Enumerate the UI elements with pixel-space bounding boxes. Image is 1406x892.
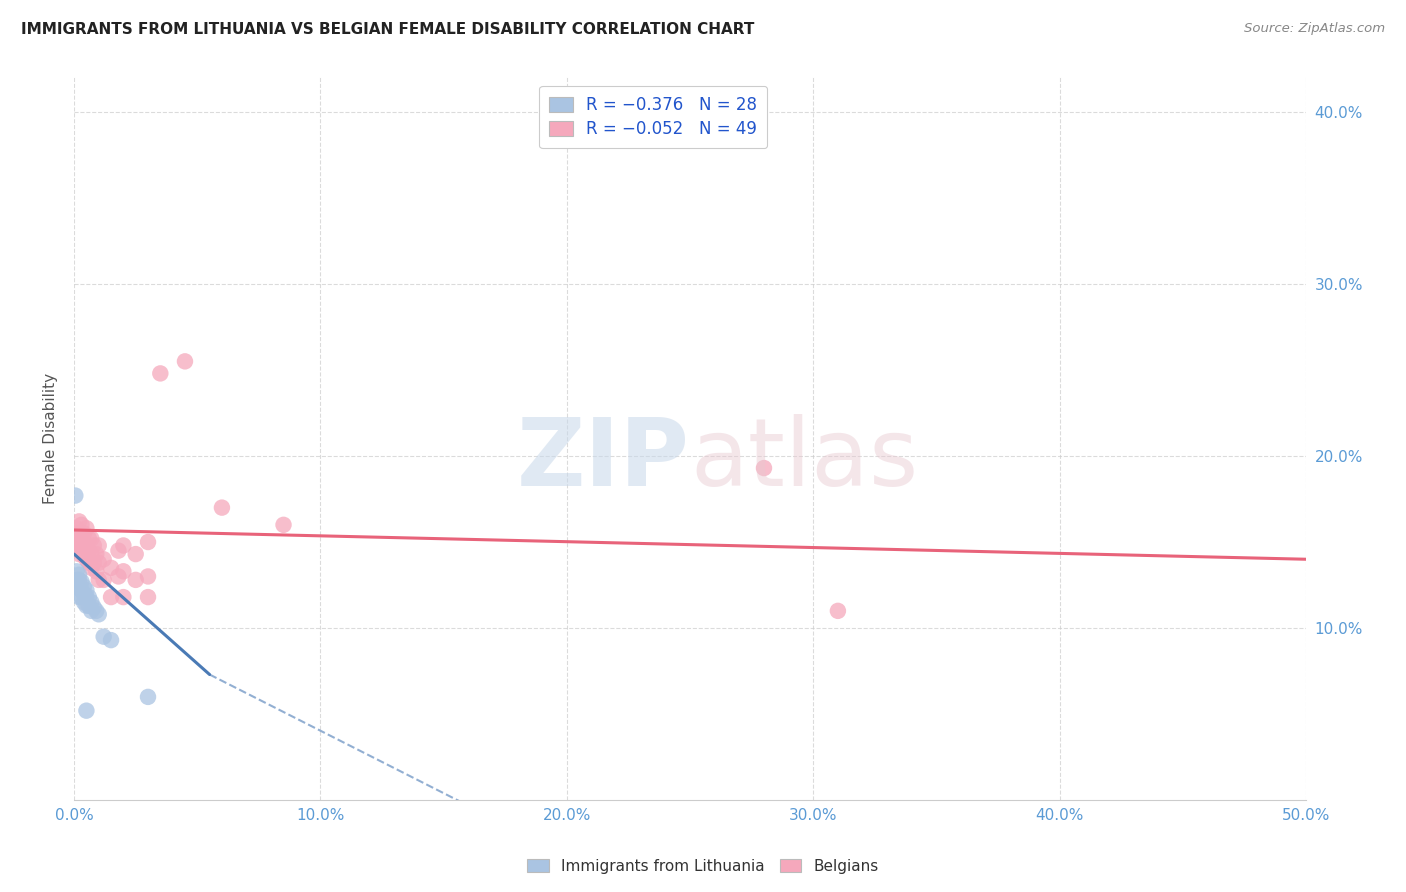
Point xyxy=(80,547,103,561)
Point xyxy=(67,547,90,561)
Point xyxy=(93,552,115,566)
Text: ZIP: ZIP xyxy=(517,415,690,507)
Point xyxy=(65,539,87,553)
Point xyxy=(827,604,849,618)
Point xyxy=(70,583,93,598)
Point xyxy=(83,539,105,553)
Y-axis label: Female Disability: Female Disability xyxy=(44,373,58,504)
Point xyxy=(84,604,107,618)
Point xyxy=(73,539,96,553)
Point xyxy=(73,587,96,601)
Legend: Immigrants from Lithuania, Belgians: Immigrants from Lithuania, Belgians xyxy=(522,853,884,880)
Point xyxy=(75,590,97,604)
Point xyxy=(87,607,110,622)
Text: atlas: atlas xyxy=(690,415,918,507)
Point xyxy=(80,532,103,546)
Point xyxy=(75,521,97,535)
Point xyxy=(75,583,97,598)
Point xyxy=(73,595,96,609)
Point xyxy=(174,354,197,368)
Point xyxy=(87,539,110,553)
Point xyxy=(752,461,775,475)
Point xyxy=(125,573,148,587)
Point xyxy=(75,704,97,718)
Point xyxy=(80,561,103,575)
Point xyxy=(100,633,122,648)
Point xyxy=(149,367,172,381)
Point xyxy=(112,590,135,604)
Point xyxy=(83,556,105,570)
Point xyxy=(84,547,107,561)
Point xyxy=(107,543,129,558)
Point xyxy=(136,690,159,704)
Point xyxy=(67,590,90,604)
Point xyxy=(70,539,93,553)
Point xyxy=(67,515,90,529)
Point xyxy=(73,580,96,594)
Point xyxy=(87,573,110,587)
Point xyxy=(70,574,93,589)
Point xyxy=(77,590,100,604)
Point xyxy=(83,600,105,615)
Point xyxy=(136,535,159,549)
Point xyxy=(80,604,103,618)
Point xyxy=(87,556,110,570)
Point xyxy=(70,517,93,532)
Point xyxy=(100,590,122,604)
Point xyxy=(93,630,115,644)
Point xyxy=(136,569,159,583)
Point xyxy=(67,567,90,582)
Point xyxy=(112,539,135,553)
Point xyxy=(65,580,87,594)
Point xyxy=(77,532,100,546)
Point xyxy=(75,599,97,613)
Text: Source: ZipAtlas.com: Source: ZipAtlas.com xyxy=(1244,22,1385,36)
Point xyxy=(100,561,122,575)
Point xyxy=(80,595,103,609)
Point xyxy=(73,549,96,563)
Point xyxy=(93,573,115,587)
Point xyxy=(136,590,159,604)
Legend: R = −0.376   N = 28, R = −0.052   N = 49: R = −0.376 N = 28, R = −0.052 N = 49 xyxy=(540,86,766,148)
Point xyxy=(75,552,97,566)
Point xyxy=(107,569,129,583)
Point xyxy=(77,556,100,570)
Point xyxy=(65,489,87,503)
Point xyxy=(67,573,90,587)
Point xyxy=(84,564,107,578)
Point xyxy=(75,539,97,553)
Text: IMMIGRANTS FROM LITHUANIA VS BELGIAN FEMALE DISABILITY CORRELATION CHART: IMMIGRANTS FROM LITHUANIA VS BELGIAN FEM… xyxy=(21,22,755,37)
Point xyxy=(77,599,100,613)
Point xyxy=(70,530,93,544)
Point xyxy=(67,539,90,553)
Point xyxy=(112,564,135,578)
Point xyxy=(65,530,87,544)
Point xyxy=(73,526,96,541)
Point xyxy=(211,500,233,515)
Point xyxy=(65,573,87,587)
Point xyxy=(273,517,295,532)
Point xyxy=(77,543,100,558)
Point xyxy=(65,521,87,535)
Point xyxy=(125,547,148,561)
Point xyxy=(67,582,90,596)
Point xyxy=(65,564,87,578)
Point xyxy=(70,590,93,604)
Point xyxy=(67,526,90,541)
